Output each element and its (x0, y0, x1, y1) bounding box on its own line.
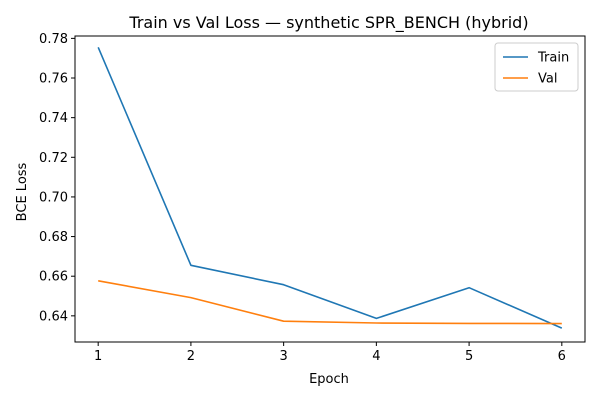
y-tick-label: 0.78 (39, 32, 68, 47)
x-tick-label: 1 (94, 349, 102, 364)
y-tick-label: 0.70 (39, 190, 68, 205)
plot-area: 1 2 3 4 5 6 0.64 0.66 0.68 0.70 0.72 0.74 0.76 0.78 (39, 32, 586, 364)
x-tick-label: 4 (372, 349, 380, 364)
y-tick-label: 0.68 (39, 230, 68, 245)
series-line-val (98, 280, 562, 325)
chart-title: Train vs Val Loss — synthetic SPR_BENCH … (128, 13, 528, 33)
legend-label-train: Train (537, 51, 569, 66)
x-tick-label: 5 (465, 349, 473, 364)
x-tick-label: 2 (187, 349, 195, 364)
axes-frame (74, 35, 586, 343)
legend: Train Val (494, 42, 579, 92)
x-tick-label: 6 (558, 349, 566, 364)
legend-box (494, 42, 579, 92)
y-tick-label: 0.66 (39, 270, 68, 285)
y-tick-label: 0.74 (39, 111, 68, 126)
legend-label-val: Val (538, 72, 557, 87)
x-tick-label: 3 (279, 349, 287, 364)
y-axis-label: BCE Loss (15, 162, 30, 221)
x-axis-label: Epoch (309, 372, 349, 387)
y-tick-label: 0.76 (39, 72, 68, 87)
y-tick-label: 0.72 (39, 151, 68, 166)
y-tick-label: 0.64 (39, 309, 68, 324)
series-line-train (97, 46, 563, 329)
